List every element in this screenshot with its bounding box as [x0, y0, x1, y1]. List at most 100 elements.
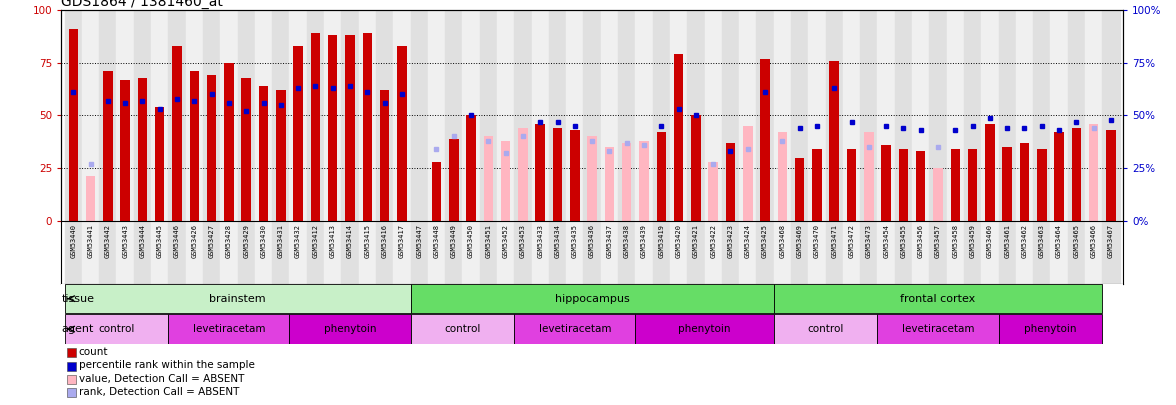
- Bar: [462, 10, 480, 221]
- Bar: [635, 10, 653, 221]
- Bar: [1102, 221, 1120, 284]
- Bar: [519, 128, 528, 221]
- Bar: [929, 10, 947, 221]
- Text: GSM53462: GSM53462: [1022, 224, 1028, 258]
- Bar: [998, 10, 1016, 221]
- Bar: [1020, 143, 1029, 221]
- Text: levetiracetam: levetiracetam: [193, 324, 265, 334]
- Bar: [445, 221, 462, 284]
- Bar: [813, 149, 822, 221]
- Bar: [328, 35, 338, 221]
- Text: levetiracetam: levetiracetam: [539, 324, 612, 334]
- Bar: [497, 221, 514, 284]
- Bar: [138, 77, 147, 221]
- Text: GSM53461: GSM53461: [1004, 224, 1010, 258]
- Bar: [310, 33, 320, 221]
- Bar: [359, 221, 376, 284]
- Bar: [843, 221, 860, 284]
- Text: GSM53459: GSM53459: [969, 224, 976, 258]
- Bar: [635, 315, 774, 343]
- Bar: [808, 10, 826, 221]
- Bar: [950, 149, 960, 221]
- Bar: [82, 221, 99, 284]
- Bar: [877, 315, 998, 343]
- Text: GSM53444: GSM53444: [140, 224, 146, 258]
- Text: GSM53420: GSM53420: [675, 224, 682, 258]
- Bar: [653, 221, 670, 284]
- Bar: [1085, 221, 1102, 284]
- Bar: [272, 221, 289, 284]
- Bar: [272, 10, 289, 221]
- Bar: [362, 33, 372, 221]
- Bar: [1016, 221, 1034, 284]
- Bar: [467, 115, 476, 221]
- Text: GSM53414: GSM53414: [347, 224, 353, 258]
- Text: GSM53463: GSM53463: [1038, 224, 1044, 258]
- Text: GSM53456: GSM53456: [917, 224, 923, 258]
- Bar: [535, 124, 544, 221]
- Text: GSM53424: GSM53424: [744, 224, 750, 258]
- Text: GSM53469: GSM53469: [796, 224, 803, 258]
- Bar: [151, 10, 168, 221]
- Text: GSM53464: GSM53464: [1056, 224, 1062, 258]
- Bar: [325, 221, 341, 284]
- Bar: [99, 221, 116, 284]
- Bar: [964, 10, 981, 221]
- Bar: [1102, 10, 1120, 221]
- Text: GSM53457: GSM53457: [935, 224, 941, 258]
- Bar: [341, 221, 359, 284]
- Text: GSM53412: GSM53412: [313, 224, 319, 258]
- Bar: [432, 162, 441, 221]
- Bar: [155, 107, 165, 221]
- Text: phenytoin: phenytoin: [323, 324, 376, 334]
- Text: GSM53425: GSM53425: [762, 224, 768, 258]
- Bar: [740, 10, 756, 221]
- Bar: [65, 10, 82, 221]
- Bar: [255, 10, 272, 221]
- Bar: [99, 10, 116, 221]
- Bar: [1055, 132, 1064, 221]
- Bar: [1071, 128, 1081, 221]
- Bar: [726, 143, 735, 221]
- Bar: [514, 10, 532, 221]
- Bar: [376, 10, 393, 221]
- Bar: [985, 124, 995, 221]
- Bar: [168, 221, 186, 284]
- Bar: [761, 59, 770, 221]
- Text: GSM53455: GSM53455: [901, 224, 907, 258]
- Bar: [445, 10, 462, 221]
- Bar: [653, 10, 670, 221]
- Bar: [877, 10, 895, 221]
- Bar: [238, 10, 255, 221]
- Bar: [207, 75, 216, 221]
- Text: GSM53452: GSM53452: [502, 224, 509, 258]
- Text: value, Detection Call = ABSENT: value, Detection Call = ABSENT: [79, 374, 245, 384]
- Bar: [898, 149, 908, 221]
- Bar: [947, 221, 964, 284]
- Text: GSM53465: GSM53465: [1074, 224, 1080, 258]
- Bar: [913, 10, 929, 221]
- Bar: [998, 221, 1016, 284]
- Bar: [346, 35, 355, 221]
- Bar: [410, 10, 428, 221]
- Bar: [514, 221, 532, 284]
- Bar: [220, 10, 238, 221]
- Text: count: count: [79, 347, 108, 357]
- Bar: [103, 71, 113, 221]
- Bar: [1085, 10, 1102, 221]
- Bar: [656, 132, 666, 221]
- Text: frontal cortex: frontal cortex: [901, 294, 976, 304]
- Bar: [860, 10, 877, 221]
- Bar: [376, 221, 393, 284]
- Bar: [116, 221, 134, 284]
- Bar: [497, 10, 514, 221]
- Bar: [583, 221, 601, 284]
- Bar: [276, 90, 286, 221]
- Bar: [847, 149, 856, 221]
- Text: GSM53450: GSM53450: [468, 224, 474, 258]
- Bar: [116, 10, 134, 221]
- Bar: [480, 10, 497, 221]
- Text: GSM53437: GSM53437: [607, 224, 613, 258]
- Bar: [640, 141, 649, 221]
- Text: rank, Detection Call = ABSENT: rank, Detection Call = ABSENT: [79, 387, 239, 397]
